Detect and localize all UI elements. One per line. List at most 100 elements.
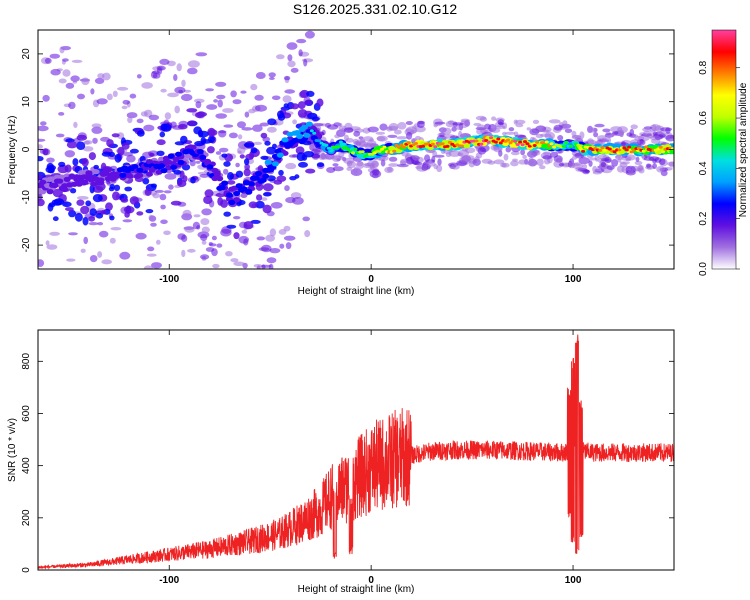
spectrogram-ridge-cell	[167, 153, 175, 159]
spectrogram-cell	[269, 228, 277, 237]
spectrogram-cell	[109, 183, 115, 190]
spectrogram-cell	[163, 190, 172, 194]
spectrogram-cell	[475, 115, 486, 121]
spectrogram-cell	[227, 172, 234, 181]
spectrogram-cell	[83, 236, 88, 245]
spectrogram-cell	[639, 139, 644, 145]
spectrogram-cell	[187, 60, 200, 68]
spectrogram-cell	[65, 82, 75, 89]
spectrogram-cell	[579, 131, 585, 140]
spectrogram-cell	[129, 93, 137, 99]
spectrogram-cell	[503, 153, 509, 161]
spectrogram-cell	[394, 129, 402, 135]
spectrogram-cell	[544, 158, 551, 165]
spectrogram-ridge-cell	[56, 178, 64, 184]
spectrogram-ridge-cell	[284, 143, 292, 149]
spectrogram-cell	[52, 188, 63, 198]
spectrogram-ridge-cell	[433, 145, 438, 149]
spectrogram-cell	[665, 134, 674, 142]
spectrogram-ridge-cell	[158, 163, 166, 169]
spectrogram-cell	[237, 121, 246, 129]
spectrogram-cell	[490, 128, 501, 133]
spectrogram-cell	[46, 157, 55, 163]
snr-series-line	[38, 334, 674, 570]
spectrogram-ridge-cell	[600, 146, 605, 150]
spectrogram-cell	[102, 72, 111, 81]
spectrogram-cell	[298, 161, 308, 168]
spectrogram-ridge-cell	[360, 150, 365, 154]
spectrogram-cell	[256, 194, 263, 201]
spectrogram-cell	[316, 98, 324, 107]
spectrogram-cell	[181, 93, 193, 102]
spectrogram-cell	[114, 153, 122, 163]
spectrogram-cell	[528, 157, 534, 165]
spectrogram-cell	[346, 166, 353, 171]
spectrogram-ridge-cell	[552, 145, 557, 149]
spectrogram-cell	[515, 123, 524, 128]
spectrogram-cell	[200, 234, 208, 241]
spectrogram-cell	[178, 123, 188, 130]
spectrogram-cell	[233, 232, 240, 240]
spectrogram-cell	[201, 208, 212, 216]
colorbar-label: Normalized spectral amplitude	[738, 82, 749, 217]
spectrogram-cell	[243, 221, 254, 230]
spectrogram-cell	[505, 131, 516, 135]
spectrogram-ridge-cell	[622, 146, 627, 150]
spectrogram-cell	[160, 204, 166, 210]
spectrogram-ridge-cell	[571, 140, 576, 144]
y-tick-label: -20	[21, 237, 32, 252]
spectrogram-ridge-cell	[119, 172, 127, 178]
spectrogram-cell	[123, 152, 133, 157]
spectrogram-cell	[232, 272, 237, 280]
spectrogram-cell	[353, 166, 359, 175]
spectrogram-cell	[269, 248, 281, 254]
spectrogram-cell	[53, 198, 65, 206]
spectrogram-cell	[112, 191, 120, 201]
spectrogram-cell	[223, 161, 231, 167]
spectrogram-cell	[316, 162, 325, 168]
spectrogram-cell	[160, 219, 168, 225]
spectrogram-cell	[553, 124, 563, 131]
spectrogram-ridge-cell	[336, 145, 341, 149]
snr-y-ticks: 0 200 400 600 800	[21, 353, 674, 573]
spectrogram-cell	[226, 224, 237, 229]
spectrogram-cell	[217, 197, 224, 206]
x-tick-label: 100	[565, 274, 582, 285]
spectrogram-cell	[526, 127, 531, 131]
spectrogram-cell	[196, 111, 207, 117]
spectrogram-ridge-cell	[240, 186, 248, 192]
spectrogram-ridge-cell	[199, 154, 207, 160]
x-tick-label: -100	[159, 575, 179, 586]
spectrogram-cell	[557, 135, 564, 141]
spectrogram-ridge-cell	[506, 138, 510, 142]
spectrogram-cell	[182, 175, 188, 183]
x-tick-label: -100	[159, 274, 179, 285]
spectrogram-cell	[376, 136, 386, 142]
spectrogram-cell	[82, 216, 89, 226]
spectrogram-cell	[62, 201, 72, 208]
spectrogram-cell	[223, 124, 234, 128]
spectrogram-cell	[84, 275, 90, 282]
spectrogram-cell	[136, 130, 145, 137]
spectrogram-cell	[250, 83, 258, 91]
spectrogram-cell	[215, 151, 222, 155]
spectrogram-cell	[297, 101, 306, 110]
spectrogram-cell	[212, 271, 223, 279]
spectrogram-cell	[88, 152, 96, 161]
spectrogram-cell	[611, 159, 619, 167]
spectrogram-cell	[44, 286, 53, 293]
spectrogram-ridge-cell	[259, 177, 267, 183]
spectrogram-ridge-cell	[496, 137, 501, 141]
spectrogram-cell	[514, 134, 526, 138]
spectrogram-ridge-cell	[312, 131, 317, 135]
spectrogram-cell	[199, 173, 210, 178]
spectrogram-cell	[127, 116, 133, 124]
spectrogram-cell	[422, 164, 428, 171]
spectrogram-cell	[235, 170, 244, 178]
spectrogram-cell	[187, 248, 196, 253]
spectrogram-cell	[285, 197, 296, 204]
spectrogram-x-label: Height of straight line (km)	[298, 286, 415, 297]
spectrogram-cell	[142, 177, 150, 185]
spectrogram-cell	[294, 174, 300, 179]
spectrogram-cell	[98, 278, 105, 284]
